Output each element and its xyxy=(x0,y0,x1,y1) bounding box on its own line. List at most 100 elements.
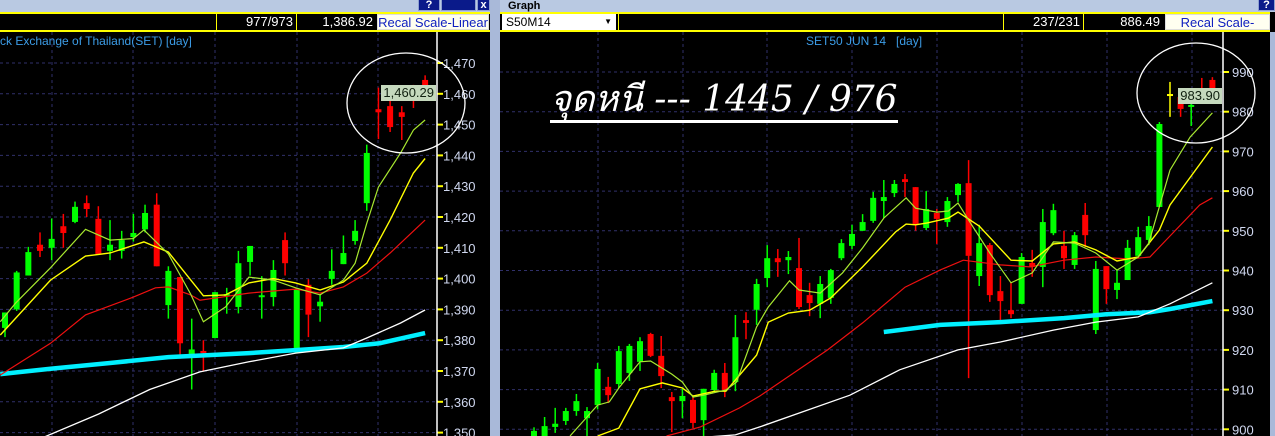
left-window-titlebar xyxy=(0,0,490,12)
candle xyxy=(1071,231,1078,269)
candle-body xyxy=(200,350,207,354)
candle-body xyxy=(363,152,370,204)
candle-body xyxy=(753,283,760,310)
candle-body xyxy=(270,269,277,298)
candle-body xyxy=(615,351,622,385)
candle-body xyxy=(1082,214,1089,236)
candle xyxy=(817,276,824,319)
y-axis-tick-label: 1,380 xyxy=(443,333,476,348)
candle-body xyxy=(60,226,67,234)
left-bid-ask: 977/973 xyxy=(216,14,296,30)
left-close-button[interactable]: x xyxy=(477,0,490,11)
candle xyxy=(153,193,160,267)
candle-body xyxy=(165,270,172,306)
y-axis-tick-label: 900 xyxy=(1232,422,1254,436)
candle xyxy=(997,276,1004,321)
candle xyxy=(1050,203,1057,236)
left-recal-scale-button[interactable]: Recal Scale-Linear xyxy=(377,14,489,30)
candle-body xyxy=(95,218,102,254)
candle-body xyxy=(912,187,919,225)
dropdown-arrow-icon[interactable]: ▼ xyxy=(604,17,612,26)
candle-body xyxy=(679,395,686,402)
candle xyxy=(235,250,242,314)
candle-body xyxy=(1029,262,1036,267)
candle-body xyxy=(774,258,781,263)
candle xyxy=(60,213,67,248)
y-axis-tick-label: 950 xyxy=(1232,224,1254,239)
candle xyxy=(615,345,622,389)
candle-body xyxy=(732,337,739,383)
candle-body xyxy=(293,289,300,353)
left-options-button[interactable] xyxy=(441,0,476,11)
moving-average-mid xyxy=(0,158,426,336)
candle xyxy=(785,251,792,275)
candle-body xyxy=(1188,104,1195,107)
right-window-titlebar: Graph xyxy=(500,0,1275,12)
candle xyxy=(732,314,739,392)
candle-body xyxy=(1061,245,1067,259)
y-axis-tick-label: 940 xyxy=(1232,264,1254,279)
candle-body xyxy=(398,112,405,117)
left-chart-title: ck Exchange of Thailand(SET) [day] xyxy=(0,34,192,48)
candle xyxy=(541,416,548,436)
candle xyxy=(130,213,137,242)
candle xyxy=(282,232,289,276)
moving-average-slow xyxy=(666,197,1213,436)
candle-body xyxy=(796,268,802,308)
candle xyxy=(212,292,219,339)
candle-body xyxy=(976,243,983,277)
candle-body xyxy=(584,411,590,419)
candle xyxy=(976,224,983,286)
candle-body xyxy=(48,238,55,248)
candle-body xyxy=(637,341,643,362)
candle-body xyxy=(531,430,537,436)
candle-body xyxy=(83,203,90,209)
candle xyxy=(679,388,686,419)
candle xyxy=(1103,266,1110,304)
y-axis-tick-label: 1,350 xyxy=(443,426,476,436)
candle-body xyxy=(13,272,20,310)
moving-average-long xyxy=(44,309,426,436)
y-axis-tick-label: 960 xyxy=(1232,184,1254,199)
candle-body xyxy=(352,230,359,242)
right-recal-scale-button[interactable]: Recal Scale-Linear xyxy=(1165,14,1270,46)
candle xyxy=(562,407,569,425)
window-divider xyxy=(490,0,500,436)
right-window-title: Graph xyxy=(508,0,541,12)
candle-body xyxy=(838,243,845,259)
candle-body xyxy=(743,320,749,323)
candle xyxy=(955,183,961,202)
moving-average-fast xyxy=(0,119,426,323)
highlight-circle xyxy=(346,52,466,154)
right-last-price-label: 983.90 xyxy=(1178,88,1222,104)
candle xyxy=(933,208,940,244)
candle-body xyxy=(1156,124,1163,207)
candle-body xyxy=(859,222,866,231)
right-help-button[interactable]: ? xyxy=(1258,0,1275,11)
candle xyxy=(1135,226,1142,256)
candle-body xyxy=(806,295,813,304)
candle xyxy=(605,376,612,404)
y-axis-tick-label: 1,440 xyxy=(443,148,476,163)
candle xyxy=(1145,216,1152,246)
candle-body xyxy=(328,270,335,279)
y-axis-tick-label: 1,420 xyxy=(443,210,476,225)
candle-body xyxy=(1209,79,1216,96)
candle-body xyxy=(188,349,195,355)
y-axis-tick-label: 1,370 xyxy=(443,364,476,379)
moving-average-trend xyxy=(0,330,426,377)
symbol-select[interactable]: S50M14 ▼ xyxy=(502,14,616,30)
candle xyxy=(700,388,707,436)
candle xyxy=(743,312,749,340)
candle-body xyxy=(153,204,160,267)
symbol-select-value: S50M14 xyxy=(506,15,551,29)
y-axis-tick-label: 970 xyxy=(1232,144,1254,159)
candle xyxy=(891,179,898,198)
left-help-button[interactable]: ? xyxy=(418,0,440,11)
candle xyxy=(552,407,559,433)
candle-body xyxy=(955,183,961,196)
candle xyxy=(880,179,887,219)
candle-body xyxy=(817,283,824,304)
candle xyxy=(796,237,802,310)
